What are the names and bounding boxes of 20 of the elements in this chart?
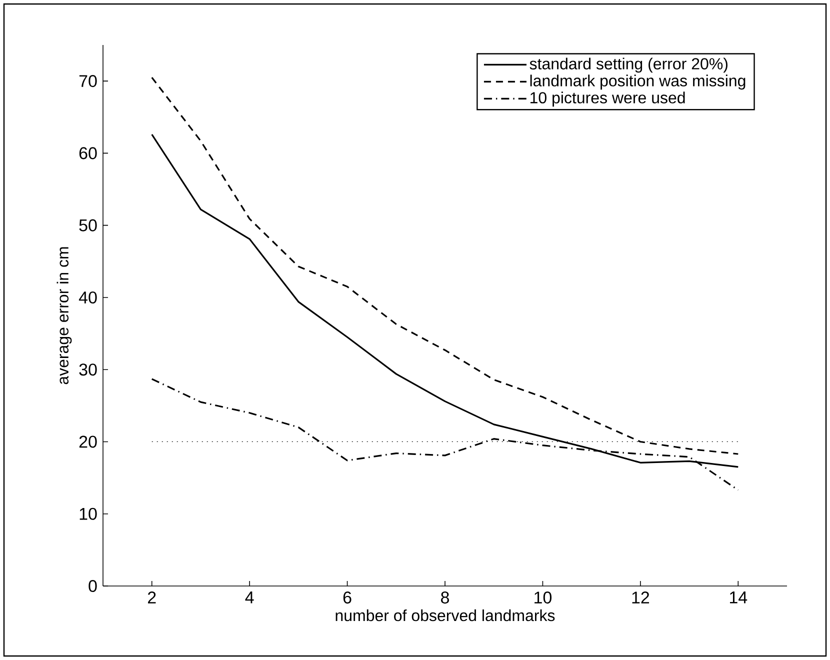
y-tick-label: 0	[88, 580, 97, 592]
x-axis-title: number of observed landmarks	[336, 609, 555, 622]
x-tick-label: 14	[730, 592, 748, 604]
y-axis-title: average error in cm	[56, 247, 72, 384]
x-tick-label: 2	[148, 592, 156, 604]
y-tick-label: 10	[80, 508, 97, 520]
x-tick-label: 8	[441, 592, 449, 604]
y-tick-label: 40	[78, 291, 97, 304]
x-tick-label: 12	[632, 592, 650, 604]
y-tick-label: 70	[79, 75, 97, 88]
y-tick-label: 60	[79, 147, 97, 160]
y-tick-label: 50	[79, 219, 97, 232]
legend-label: standard setting (error 20%)	[530, 58, 728, 73]
legend-label: 10 pictures were used	[530, 92, 685, 107]
y-tick-label: 20	[79, 436, 97, 448]
legend-label: landmark position was missing	[530, 74, 746, 90]
x-tick-label: 10	[534, 592, 552, 604]
x-tick-label: 4	[245, 592, 254, 604]
x-tick-label: 6	[343, 592, 352, 604]
y-tick-label: 30	[79, 364, 97, 376]
